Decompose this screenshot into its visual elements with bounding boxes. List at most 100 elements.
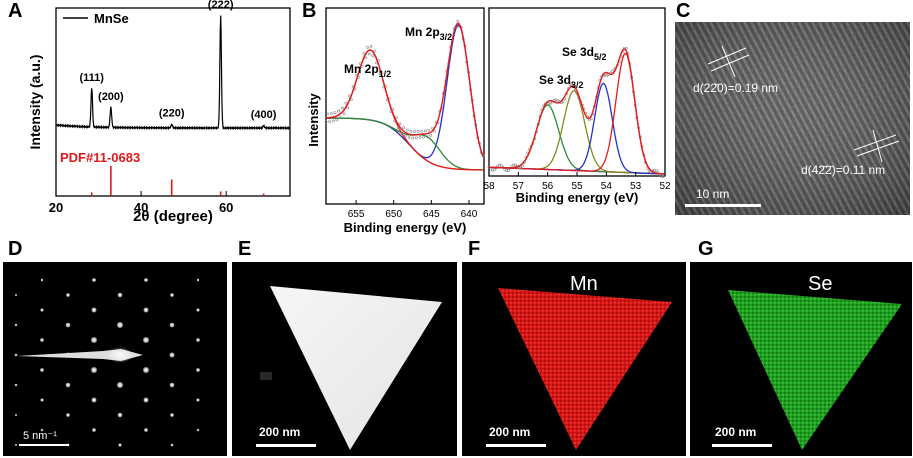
xps-raw-point	[324, 120, 328, 124]
xrd-pattern-line	[55, 15, 291, 131]
xrd-x-tick-label: 60	[219, 200, 233, 215]
panel-label-d: D	[8, 238, 23, 260]
mn-2p32-label: Mn 2p3/2	[405, 25, 452, 42]
diffraction-spot	[90, 336, 98, 344]
mn-x-axis-label: Binding energy (eV)	[344, 220, 467, 235]
xrd-peak-label: (400)	[251, 109, 277, 121]
panel-label-c: C	[676, 0, 691, 22]
xps-raw-point	[610, 70, 614, 73]
xrd-x-axis-label: 2θ (degree)	[133, 208, 213, 225]
xps-raw-point	[335, 118, 339, 122]
xps-x-tick-label: 53	[630, 181, 642, 192]
xps-raw-point	[405, 128, 409, 132]
xps-raw-point	[570, 82, 574, 86]
xps-raw-point	[519, 166, 523, 170]
diffraction-spot	[14, 383, 18, 387]
diffraction-spot	[118, 443, 122, 447]
xps-raw-point	[660, 174, 663, 178]
xrd-legend-text: MnSe	[94, 11, 129, 26]
mn-scale-bar	[486, 444, 546, 447]
se-x-axis-label: Binding energy (eV)	[516, 190, 639, 205]
xrd-chart: MnSe (111) (200) (220) (222) (400) PDF#11-06…	[27, 0, 291, 225]
hrtem-image: d(22̄0)=0.19 nm d(42̄2̄)=0.11 nm 10 nm	[675, 22, 910, 215]
xps-raw-point	[427, 128, 431, 132]
d220-marker-line-1	[707, 47, 747, 65]
xps-x-tick-label: 54	[601, 181, 613, 192]
d220-marker-cross	[721, 45, 736, 78]
diffraction-spot	[116, 321, 124, 329]
diffraction-spot	[65, 292, 71, 298]
xps-raw-point	[328, 120, 332, 124]
xps-raw-point	[499, 164, 503, 167]
xps-x-tick-label: 57	[513, 181, 525, 192]
diffraction-spot	[196, 398, 200, 402]
diffraction-spot	[196, 308, 200, 312]
xps-x-tick-label: 655	[348, 209, 365, 220]
diffraction-spot	[65, 382, 71, 388]
xps-raw-point	[556, 99, 560, 102]
d422-marker-line-1	[853, 134, 897, 151]
saed-scale-label: 5 nm⁻¹	[23, 430, 57, 442]
xps-raw-point	[432, 129, 436, 133]
central-beam	[107, 347, 133, 363]
se-map-svg: Se 200 nm	[712, 273, 902, 450]
xps-raw-point	[624, 47, 628, 50]
xrd-x-tick-label: 40	[134, 200, 148, 215]
xps-raw-point	[333, 111, 337, 115]
xps-raw-point	[344, 101, 348, 105]
xrd-x-ticks: 20 40 60	[49, 191, 233, 215]
xrd-peak-label: (220)	[159, 108, 185, 120]
xps-raw-point	[520, 164, 524, 168]
xps-raw-point	[373, 49, 377, 53]
nanosheet-triangle	[270, 286, 442, 450]
se-x-ticks: 58 57 56 55 54 53 52	[483, 172, 670, 192]
se-3d32-label: Se 3d3/2	[539, 73, 584, 90]
diffraction-spot	[169, 382, 175, 388]
xps-raw-point	[492, 168, 496, 172]
saed-scale-bar	[19, 444, 69, 446]
haadf-scale-label: 200 nm	[259, 425, 300, 439]
xps-raw-point	[422, 135, 425, 139]
xps-raw-point	[505, 169, 509, 173]
xps-raw-point	[396, 126, 400, 130]
xps-raw-point	[661, 175, 665, 179]
xps-raw-point	[652, 168, 656, 172]
xps-raw-point	[371, 54, 375, 58]
xrd-y-axis-label: Intensity (a.u.)	[27, 55, 43, 150]
xps-raw-point	[331, 119, 335, 123]
diffraction-spot	[39, 367, 45, 373]
xps-raw-point	[337, 109, 341, 113]
xps-component-line	[489, 90, 665, 175]
xps-background-line	[326, 117, 484, 171]
xps-x-tick-label: 52	[659, 181, 670, 192]
diffraction-spot	[195, 367, 201, 373]
xps-raw-point	[346, 106, 350, 110]
hrtem-scale-bar	[685, 204, 761, 207]
diffraction-spot	[40, 278, 44, 282]
xps-raw-point	[416, 129, 420, 133]
xps-x-tick-label: 55	[571, 181, 583, 192]
xps-raw-point	[342, 112, 346, 116]
diffraction-spot	[196, 428, 200, 432]
xps-raw-point	[326, 112, 330, 116]
panel-label-g: G	[698, 238, 714, 260]
xps-raw-point	[654, 168, 658, 172]
xps-raw-point	[366, 46, 369, 49]
se-scale-bar	[712, 444, 772, 447]
mn-frame	[325, 7, 485, 205]
haadf-svg: 200 nm	[256, 286, 442, 450]
xps-raw-point	[414, 136, 418, 140]
haadf-scale-bar	[256, 444, 316, 447]
diffraction-spots	[14, 277, 201, 447]
diffraction-spot	[91, 397, 97, 403]
diffraction-spot	[91, 427, 97, 433]
mn-element-label: Mn	[570, 273, 598, 295]
diffraction-spot	[195, 337, 201, 343]
d422-label: d(42̄2̄)=0.11 nm	[801, 163, 885, 177]
xps-x-tick-label: 645	[423, 209, 440, 220]
diffraction-spot	[143, 427, 149, 433]
diffraction-spot	[116, 381, 124, 389]
diffraction-spot	[169, 322, 175, 328]
diffraction-spot	[90, 366, 98, 374]
xps-raw-point	[404, 134, 407, 138]
